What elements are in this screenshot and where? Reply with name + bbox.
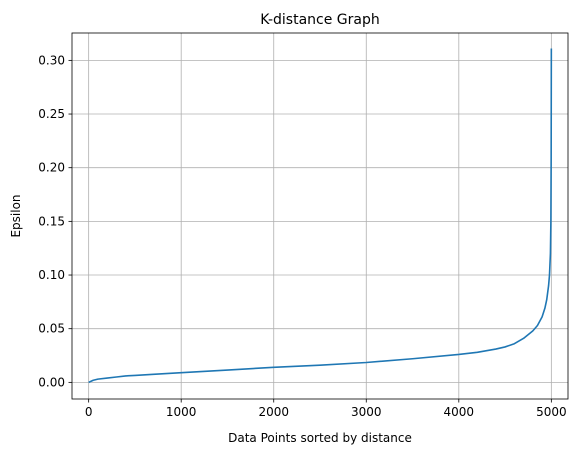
y-tick-label: 0.10	[38, 268, 65, 282]
series-lines	[88, 48, 553, 384]
x-tick-label: 2000	[258, 405, 289, 419]
x-tick-label: 4000	[444, 405, 475, 419]
x-tick-label: 3000	[351, 405, 382, 419]
chart-title: K-distance Graph	[260, 12, 379, 28]
x-axis-label: Data Points sorted by distance	[228, 431, 412, 445]
y-tick-label: 0.15	[38, 214, 65, 228]
x-tick-label: 0	[85, 405, 93, 419]
x-tick-label: 5000	[536, 405, 567, 419]
y-tick-label: 0.00	[38, 375, 65, 389]
x-tick-label: 1000	[166, 405, 197, 419]
y-tick-label: 0.05	[38, 322, 65, 336]
y-axis-label: Epsilon	[9, 194, 23, 237]
y-tick-label: 0.20	[38, 161, 65, 175]
k-distance-line	[88, 48, 553, 384]
axis-ticks: 0 1000 2000 3000 4000 5000 0.00 0.05 0.10 0.15 0.2…	[38, 53, 566, 419]
y-tick-label: 0.25	[38, 107, 65, 121]
plot-frame	[71, 32, 569, 400]
y-tick-label: 0.30	[38, 53, 65, 67]
